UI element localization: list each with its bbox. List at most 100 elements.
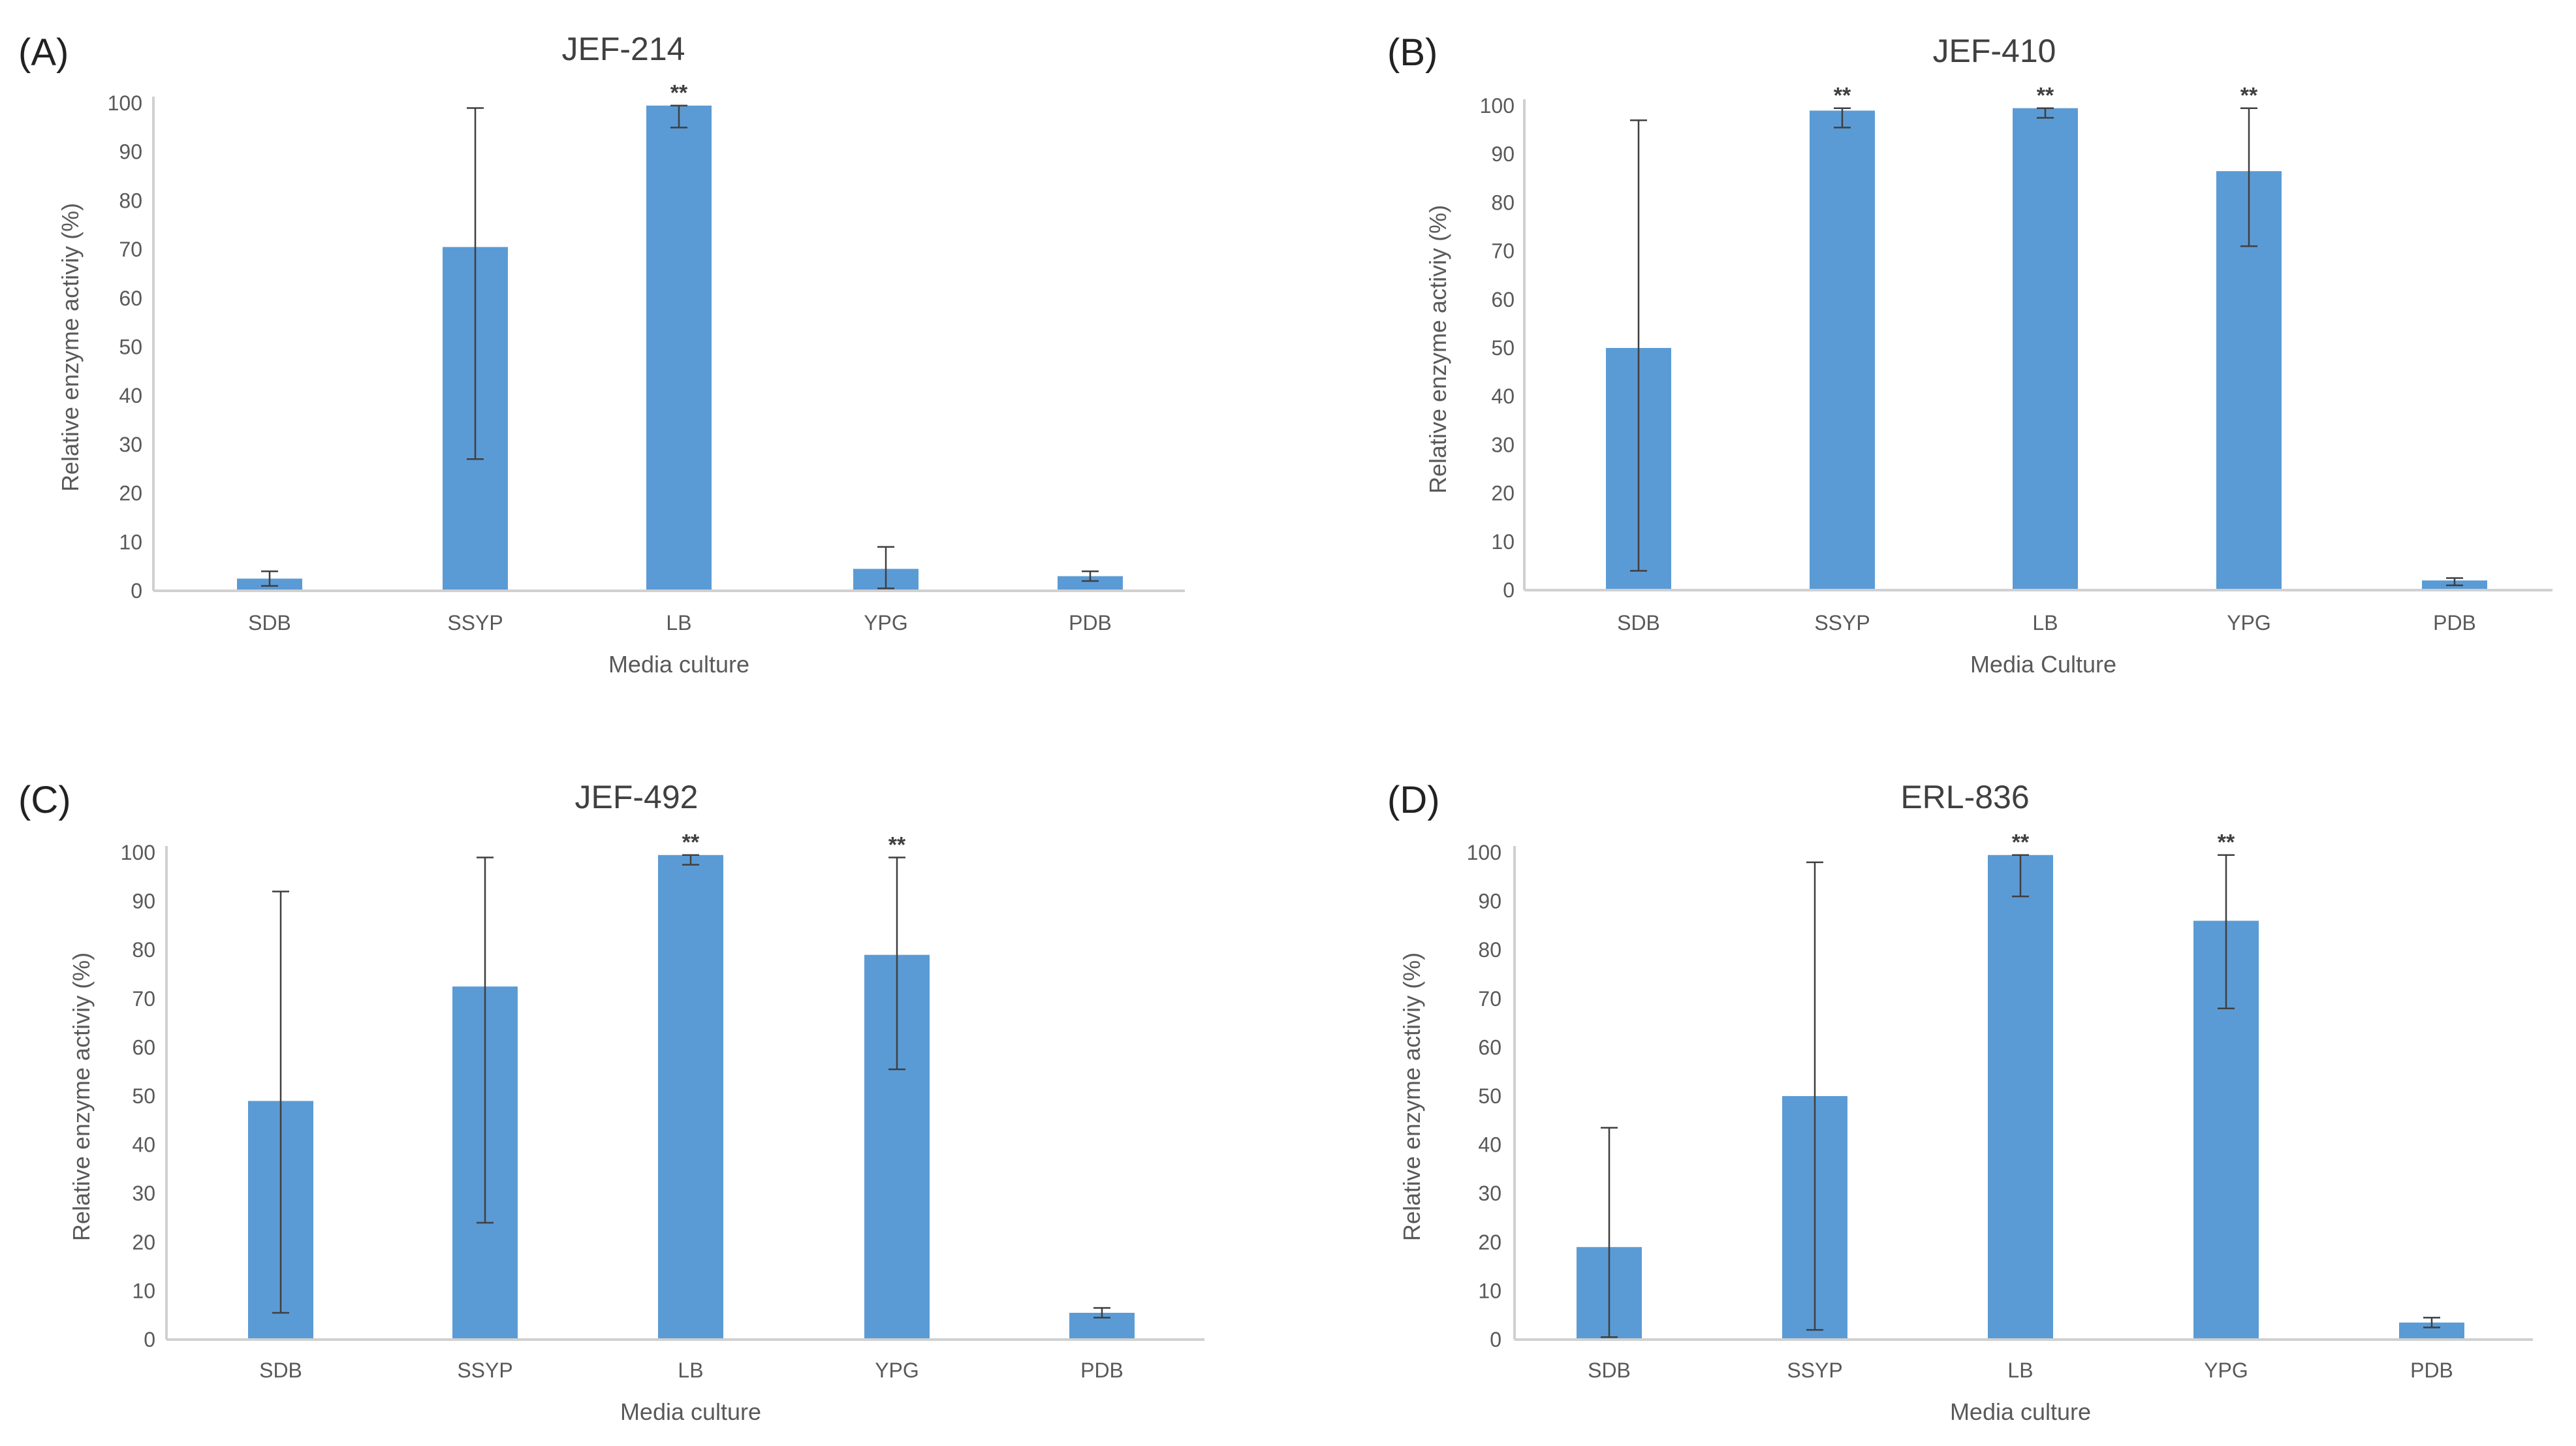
y-tick-label: 100 — [1480, 94, 1515, 118]
x-tick-label: YPG — [2204, 1359, 2248, 1382]
error-bar — [1834, 107, 1851, 129]
y-tick-label: 90 — [1478, 890, 1501, 913]
x-axis-title: Media culture — [620, 1398, 761, 1425]
error-bar — [2240, 107, 2257, 247]
y-tick-label: 10 — [119, 530, 142, 554]
x-tick-label: SSYP — [457, 1359, 512, 1382]
x-tick-label: SSYP — [447, 611, 503, 635]
bar-lb — [646, 105, 712, 591]
y-tick-label: 40 — [119, 384, 142, 407]
y-tick-label: 0 — [144, 1328, 155, 1351]
error-bar — [1601, 1127, 1618, 1338]
error-bar — [1082, 570, 1099, 582]
chart-title: ERL-836 — [1900, 779, 2029, 815]
y-axis-title: Relative enzyme activiy (%) — [1398, 952, 1425, 1241]
significance-marker: ** — [670, 81, 688, 106]
error-bar — [477, 857, 494, 1224]
y-tick-label: 90 — [132, 890, 155, 913]
y-tick-label: 90 — [119, 140, 142, 164]
significance-marker: ** — [2037, 84, 2054, 108]
y-tick-label: 40 — [1491, 385, 1515, 408]
y-tick-label: 10 — [1491, 530, 1515, 554]
bar-ssyp — [1810, 110, 1875, 591]
y-tick-label: 40 — [1478, 1133, 1501, 1157]
x-tick-label: SDB — [1617, 611, 1660, 635]
y-tick-label: 70 — [1491, 240, 1515, 263]
y-tick-label: 60 — [132, 1035, 155, 1059]
x-tick-label: YPG — [875, 1359, 919, 1382]
x-tick-label: LB — [666, 611, 691, 635]
y-tick-label: 100 — [108, 91, 142, 115]
y-tick-label: 40 — [132, 1133, 155, 1157]
significance-marker: ** — [2218, 830, 2235, 855]
y-tick-label: 0 — [1503, 578, 1515, 602]
y-tick-label: 50 — [1491, 336, 1515, 360]
bar-pdb — [1058, 576, 1123, 591]
y-tick-label: 10 — [1478, 1279, 1501, 1302]
chart-title: JEF-410 — [1933, 33, 2056, 69]
chart-panel-3: (C) JEF-492 0 10 20 30 40 50 60 70 80 90 100 Relative… — [18, 779, 1204, 1425]
error-bar — [272, 890, 289, 1314]
significance-marker: ** — [2240, 84, 2258, 108]
error-bar — [877, 546, 894, 589]
y-tick-label: 30 — [1478, 1182, 1501, 1205]
chart-panel-2: (B) JEF-410 0 10 20 30 40 50 60 70 80 90 100 Relative… — [1387, 31, 2552, 678]
significance-marker: ** — [1834, 84, 1851, 108]
error-bar — [670, 104, 687, 129]
panel-label: (A) — [18, 31, 69, 74]
y-tick-label: 0 — [131, 579, 142, 603]
significance-marker: ** — [682, 830, 700, 855]
x-tick-label: LB — [2007, 1359, 2033, 1382]
x-tick-label: PDB — [1080, 1359, 1123, 1382]
y-tick-label: 70 — [132, 987, 155, 1011]
y-tick-label: 60 — [1478, 1035, 1501, 1059]
x-tick-label: LB — [2032, 611, 2058, 635]
error-bar — [2218, 854, 2235, 1009]
chart-title: JEF-214 — [562, 31, 685, 67]
y-tick-label: 30 — [1491, 433, 1515, 456]
significance-marker: ** — [888, 832, 906, 857]
x-tick-label: PDB — [2410, 1359, 2453, 1382]
x-tick-label: SDB — [259, 1359, 302, 1382]
y-tick-label: 80 — [119, 189, 142, 212]
error-bar — [888, 857, 905, 1071]
y-tick-label: 20 — [119, 482, 142, 505]
chart-panel-1: (A) JEF-214 0 10 20 30 40 50 60 70 80 90 100 Relative… — [18, 31, 1185, 678]
panel-label: (D) — [1387, 779, 1440, 821]
error-bar — [467, 107, 484, 460]
y-tick-label: 100 — [121, 841, 155, 864]
y-tick-label: 50 — [132, 1084, 155, 1108]
y-tick-label: 70 — [1478, 987, 1501, 1011]
x-tick-label: LB — [678, 1359, 703, 1382]
y-tick-label: 30 — [132, 1182, 155, 1205]
x-tick-label: PDB — [1069, 611, 1112, 635]
y-tick-label: 10 — [132, 1279, 155, 1302]
x-axis-title: Media Culture — [1970, 651, 2116, 678]
y-tick-label: 60 — [119, 287, 142, 310]
error-bar — [1806, 861, 1823, 1331]
y-tick-label: 50 — [119, 336, 142, 359]
bar-lb — [2013, 108, 2078, 590]
y-tick-label: 60 — [1491, 288, 1515, 311]
y-tick-label: 70 — [119, 238, 142, 261]
chart-panel-4: (D) ERL-836 0 10 20 30 40 50 60 70 80 90 100 Relative… — [1387, 779, 2533, 1425]
panel-label: (B) — [1387, 31, 1437, 74]
error-bar — [1630, 119, 1647, 572]
y-tick-label: 20 — [132, 1231, 155, 1254]
y-axis-title: Relative enzyme activiy (%) — [1424, 205, 1451, 494]
y-tick-label: 20 — [1491, 482, 1515, 505]
y-tick-label: 0 — [1490, 1328, 1501, 1351]
y-axis-title: Relative enzyme activiy (%) — [68, 952, 95, 1241]
y-tick-label: 80 — [132, 938, 155, 962]
error-bar — [2037, 107, 2054, 119]
x-tick-label: SSYP — [1787, 1359, 1842, 1382]
x-axis-title: Media culture — [608, 651, 749, 678]
y-tick-label: 50 — [1478, 1084, 1501, 1108]
y-tick-label: 80 — [1478, 938, 1501, 962]
y-tick-label: 100 — [1467, 841, 1501, 864]
y-axis-title: Relative enzyme activiy (%) — [57, 203, 84, 492]
bar-lb — [658, 855, 723, 1340]
x-axis-title: Media culture — [1950, 1398, 2091, 1425]
error-bar — [2423, 1317, 2440, 1328]
